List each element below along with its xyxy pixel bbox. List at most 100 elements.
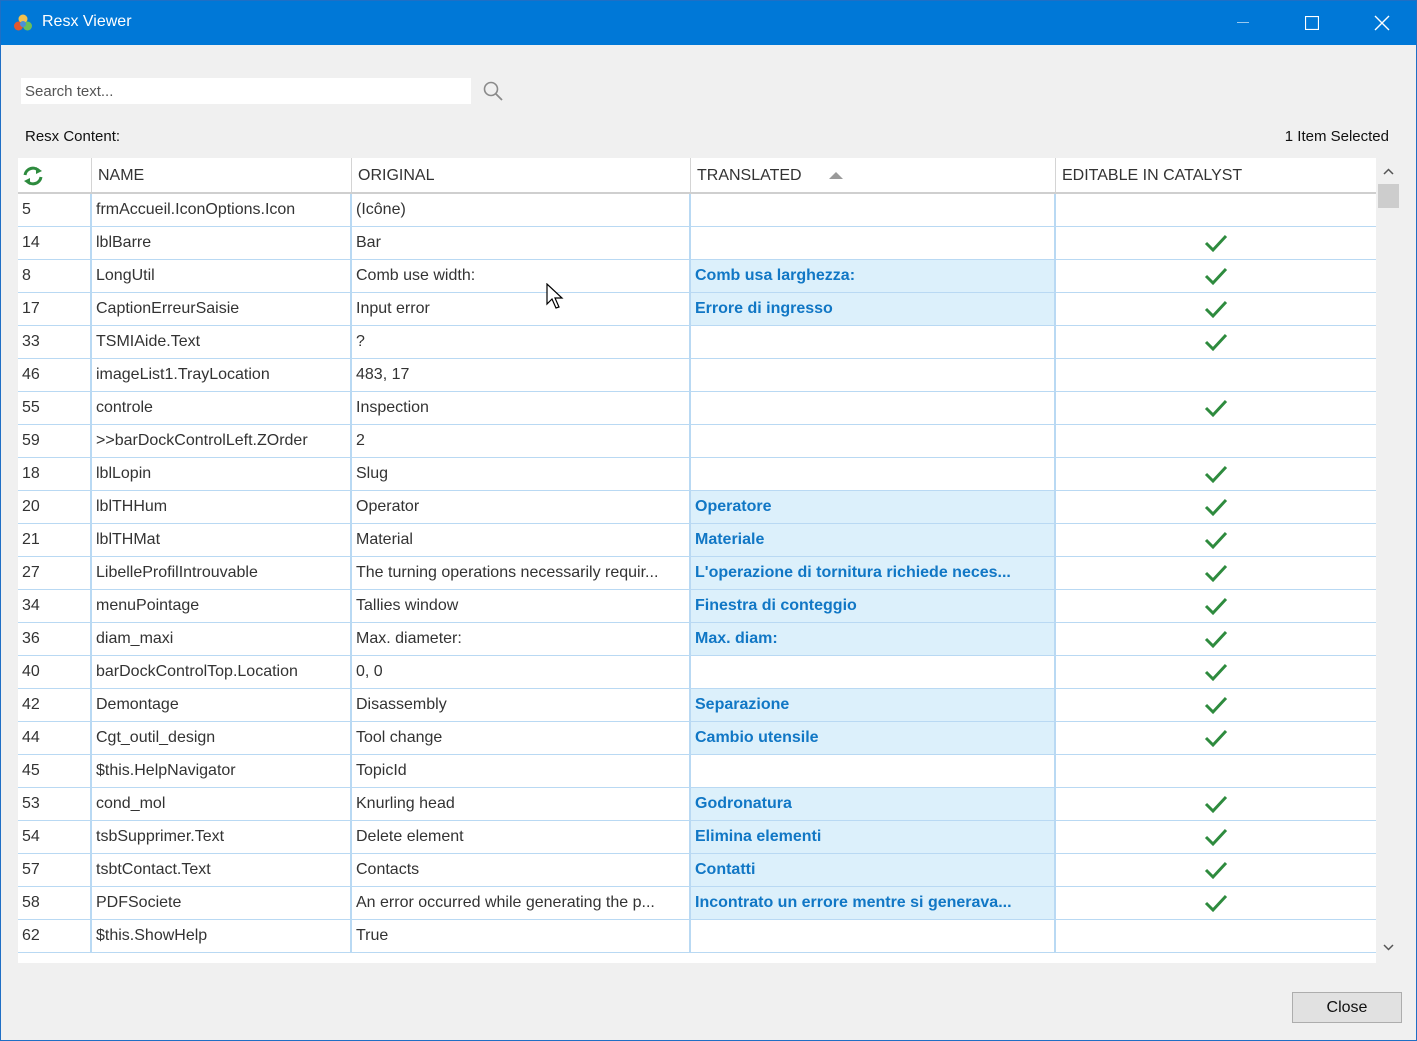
row-translated-cell[interactable]: [691, 326, 1056, 358]
row-original-cell[interactable]: Comb use width:: [352, 260, 691, 292]
table-row[interactable]: 45 $this.HelpNavigator TopicId: [18, 755, 1376, 788]
row-editable-cell[interactable]: [1056, 656, 1376, 688]
search-input[interactable]: [20, 77, 472, 105]
table-row[interactable]: 8 LongUtil Comb use width: Comb usa larghez…: [18, 260, 1376, 293]
row-translated-cell[interactable]: [691, 425, 1056, 457]
table-row[interactable]: 34 menuPointage Tallies window Finestra di …: [18, 590, 1376, 623]
row-translated-cell[interactable]: Elimina elementi: [691, 821, 1056, 853]
table-row[interactable]: 33 TSMIAide.Text?: [18, 326, 1376, 359]
table-row[interactable]: 54 tsbSupprimer.Text Delete element Elimina…: [18, 821, 1376, 854]
row-id-cell[interactable]: 54: [18, 821, 92, 853]
row-name-cell[interactable]: menuPointage: [92, 590, 352, 622]
row-editable-cell[interactable]: [1056, 260, 1376, 292]
row-translated-cell[interactable]: [691, 392, 1056, 424]
row-id-cell[interactable]: 27: [18, 557, 92, 589]
close-window-button[interactable]: [1347, 1, 1417, 45]
row-original-cell[interactable]: An error occurred while generating the p…: [352, 887, 691, 919]
table-row[interactable]: 46 imageList1.TrayLocation 483, 17: [18, 359, 1376, 392]
row-id-cell[interactable]: 34: [18, 590, 92, 622]
row-original-cell[interactable]: Delete element: [352, 821, 691, 853]
row-original-cell[interactable]: ?: [352, 326, 691, 358]
row-original-cell[interactable]: Knurling head: [352, 788, 691, 820]
maximize-button[interactable]: [1277, 1, 1347, 45]
row-original-cell[interactable]: (Icône): [352, 194, 691, 226]
refresh-icon[interactable]: [21, 164, 45, 188]
row-id-cell[interactable]: 14: [18, 227, 92, 259]
row-editable-cell[interactable]: [1056, 524, 1376, 556]
row-name-cell[interactable]: lblLopin: [92, 458, 352, 490]
row-editable-cell[interactable]: [1056, 458, 1376, 490]
row-id-cell[interactable]: 46: [18, 359, 92, 391]
row-name-cell[interactable]: CaptionErreurSaisie: [92, 293, 352, 325]
row-original-cell[interactable]: 483, 17: [352, 359, 691, 391]
row-original-cell[interactable]: Tool change: [352, 722, 691, 754]
close-button[interactable]: Close: [1292, 992, 1402, 1023]
row-translated-cell[interactable]: [691, 359, 1056, 391]
row-editable-cell[interactable]: [1056, 623, 1376, 655]
row-name-cell[interactable]: controle: [92, 392, 352, 424]
row-original-cell[interactable]: Bar: [352, 227, 691, 259]
title-bar[interactable]: Resx Viewer: [1, 1, 1416, 45]
row-original-cell[interactable]: Slug: [352, 458, 691, 490]
row-editable-cell[interactable]: [1056, 557, 1376, 589]
table-row[interactable]: 57 tsbtContact.Text Contacts Contatti: [18, 854, 1376, 887]
row-id-cell[interactable]: 42: [18, 689, 92, 721]
row-original-cell[interactable]: 2: [352, 425, 691, 457]
row-editable-cell[interactable]: [1056, 920, 1376, 952]
row-translated-cell[interactable]: Errore di ingresso: [691, 293, 1056, 325]
row-name-cell[interactable]: >>barDockControlLeft.ZOrder: [92, 425, 352, 457]
row-id-cell[interactable]: 5: [18, 194, 92, 226]
minimize-button[interactable]: [1208, 1, 1278, 45]
row-name-cell[interactable]: TSMIAide.Text: [92, 326, 352, 358]
row-id-cell[interactable]: 59: [18, 425, 92, 457]
row-original-cell[interactable]: The turning operations necessarily requi…: [352, 557, 691, 589]
header-original[interactable]: ORIGINAL: [352, 158, 691, 192]
row-editable-cell[interactable]: [1056, 722, 1376, 754]
row-editable-cell[interactable]: [1056, 821, 1376, 853]
row-original-cell[interactable]: Inspection: [352, 392, 691, 424]
scrollbar-thumb[interactable]: [1378, 184, 1399, 208]
row-translated-cell[interactable]: L'operazione di tornitura richiede neces…: [691, 557, 1056, 589]
row-editable-cell[interactable]: [1056, 392, 1376, 424]
row-translated-cell[interactable]: Finestra di conteggio: [691, 590, 1056, 622]
row-id-cell[interactable]: 57: [18, 854, 92, 886]
row-id-cell[interactable]: 36: [18, 623, 92, 655]
table-row[interactable]: 55 controle Inspection: [18, 392, 1376, 425]
table-row[interactable]: 20 lblTHHum Operator Operatore: [18, 491, 1376, 524]
row-original-cell[interactable]: Max. diameter:: [352, 623, 691, 655]
row-editable-cell[interactable]: [1056, 755, 1376, 787]
row-id-cell[interactable]: 18: [18, 458, 92, 490]
row-translated-cell[interactable]: [691, 920, 1056, 952]
row-name-cell[interactable]: frmAccueil.IconOptions.Icon: [92, 194, 352, 226]
row-original-cell[interactable]: True: [352, 920, 691, 952]
row-name-cell[interactable]: tsbSupprimer.Text: [92, 821, 352, 853]
row-translated-cell[interactable]: [691, 194, 1056, 226]
row-translated-cell[interactable]: Godronatura: [691, 788, 1056, 820]
header-name[interactable]: NAME: [92, 158, 352, 192]
row-translated-cell[interactable]: Cambio utensile: [691, 722, 1056, 754]
row-name-cell[interactable]: lblTHHum: [92, 491, 352, 523]
row-id-cell[interactable]: 62: [18, 920, 92, 952]
row-original-cell[interactable]: TopicId: [352, 755, 691, 787]
row-id-cell[interactable]: 45: [18, 755, 92, 787]
table-row[interactable]: 21 lblTHMat Material Materiale: [18, 524, 1376, 557]
row-translated-cell[interactable]: [691, 458, 1056, 490]
row-translated-cell[interactable]: Max. diam:: [691, 623, 1056, 655]
row-original-cell[interactable]: Disassembly: [352, 689, 691, 721]
row-original-cell[interactable]: Input error: [352, 293, 691, 325]
row-name-cell[interactable]: diam_maxi: [92, 623, 352, 655]
table-row[interactable]: 53 cond_mol Knurling head Godronatura: [18, 788, 1376, 821]
scroll-up-icon[interactable]: [1383, 168, 1394, 175]
row-editable-cell[interactable]: [1056, 854, 1376, 886]
table-row[interactable]: 42 Demontage Disassembly Separazione: [18, 689, 1376, 722]
row-original-cell[interactable]: Contacts: [352, 854, 691, 886]
row-name-cell[interactable]: Cgt_outil_design: [92, 722, 352, 754]
row-name-cell[interactable]: lblBarre: [92, 227, 352, 259]
row-editable-cell[interactable]: [1056, 590, 1376, 622]
row-editable-cell[interactable]: [1056, 194, 1376, 226]
row-translated-cell[interactable]: Incontrato un errore mentre si generava.…: [691, 887, 1056, 919]
table-row[interactable]: 44 Cgt_outil_design Tool change Cambio uten…: [18, 722, 1376, 755]
table-row[interactable]: 40 barDockControlTop.Location 0, 0: [18, 656, 1376, 689]
row-original-cell[interactable]: Material: [352, 524, 691, 556]
table-row[interactable]: 62 $this.ShowHelp True: [18, 920, 1376, 953]
